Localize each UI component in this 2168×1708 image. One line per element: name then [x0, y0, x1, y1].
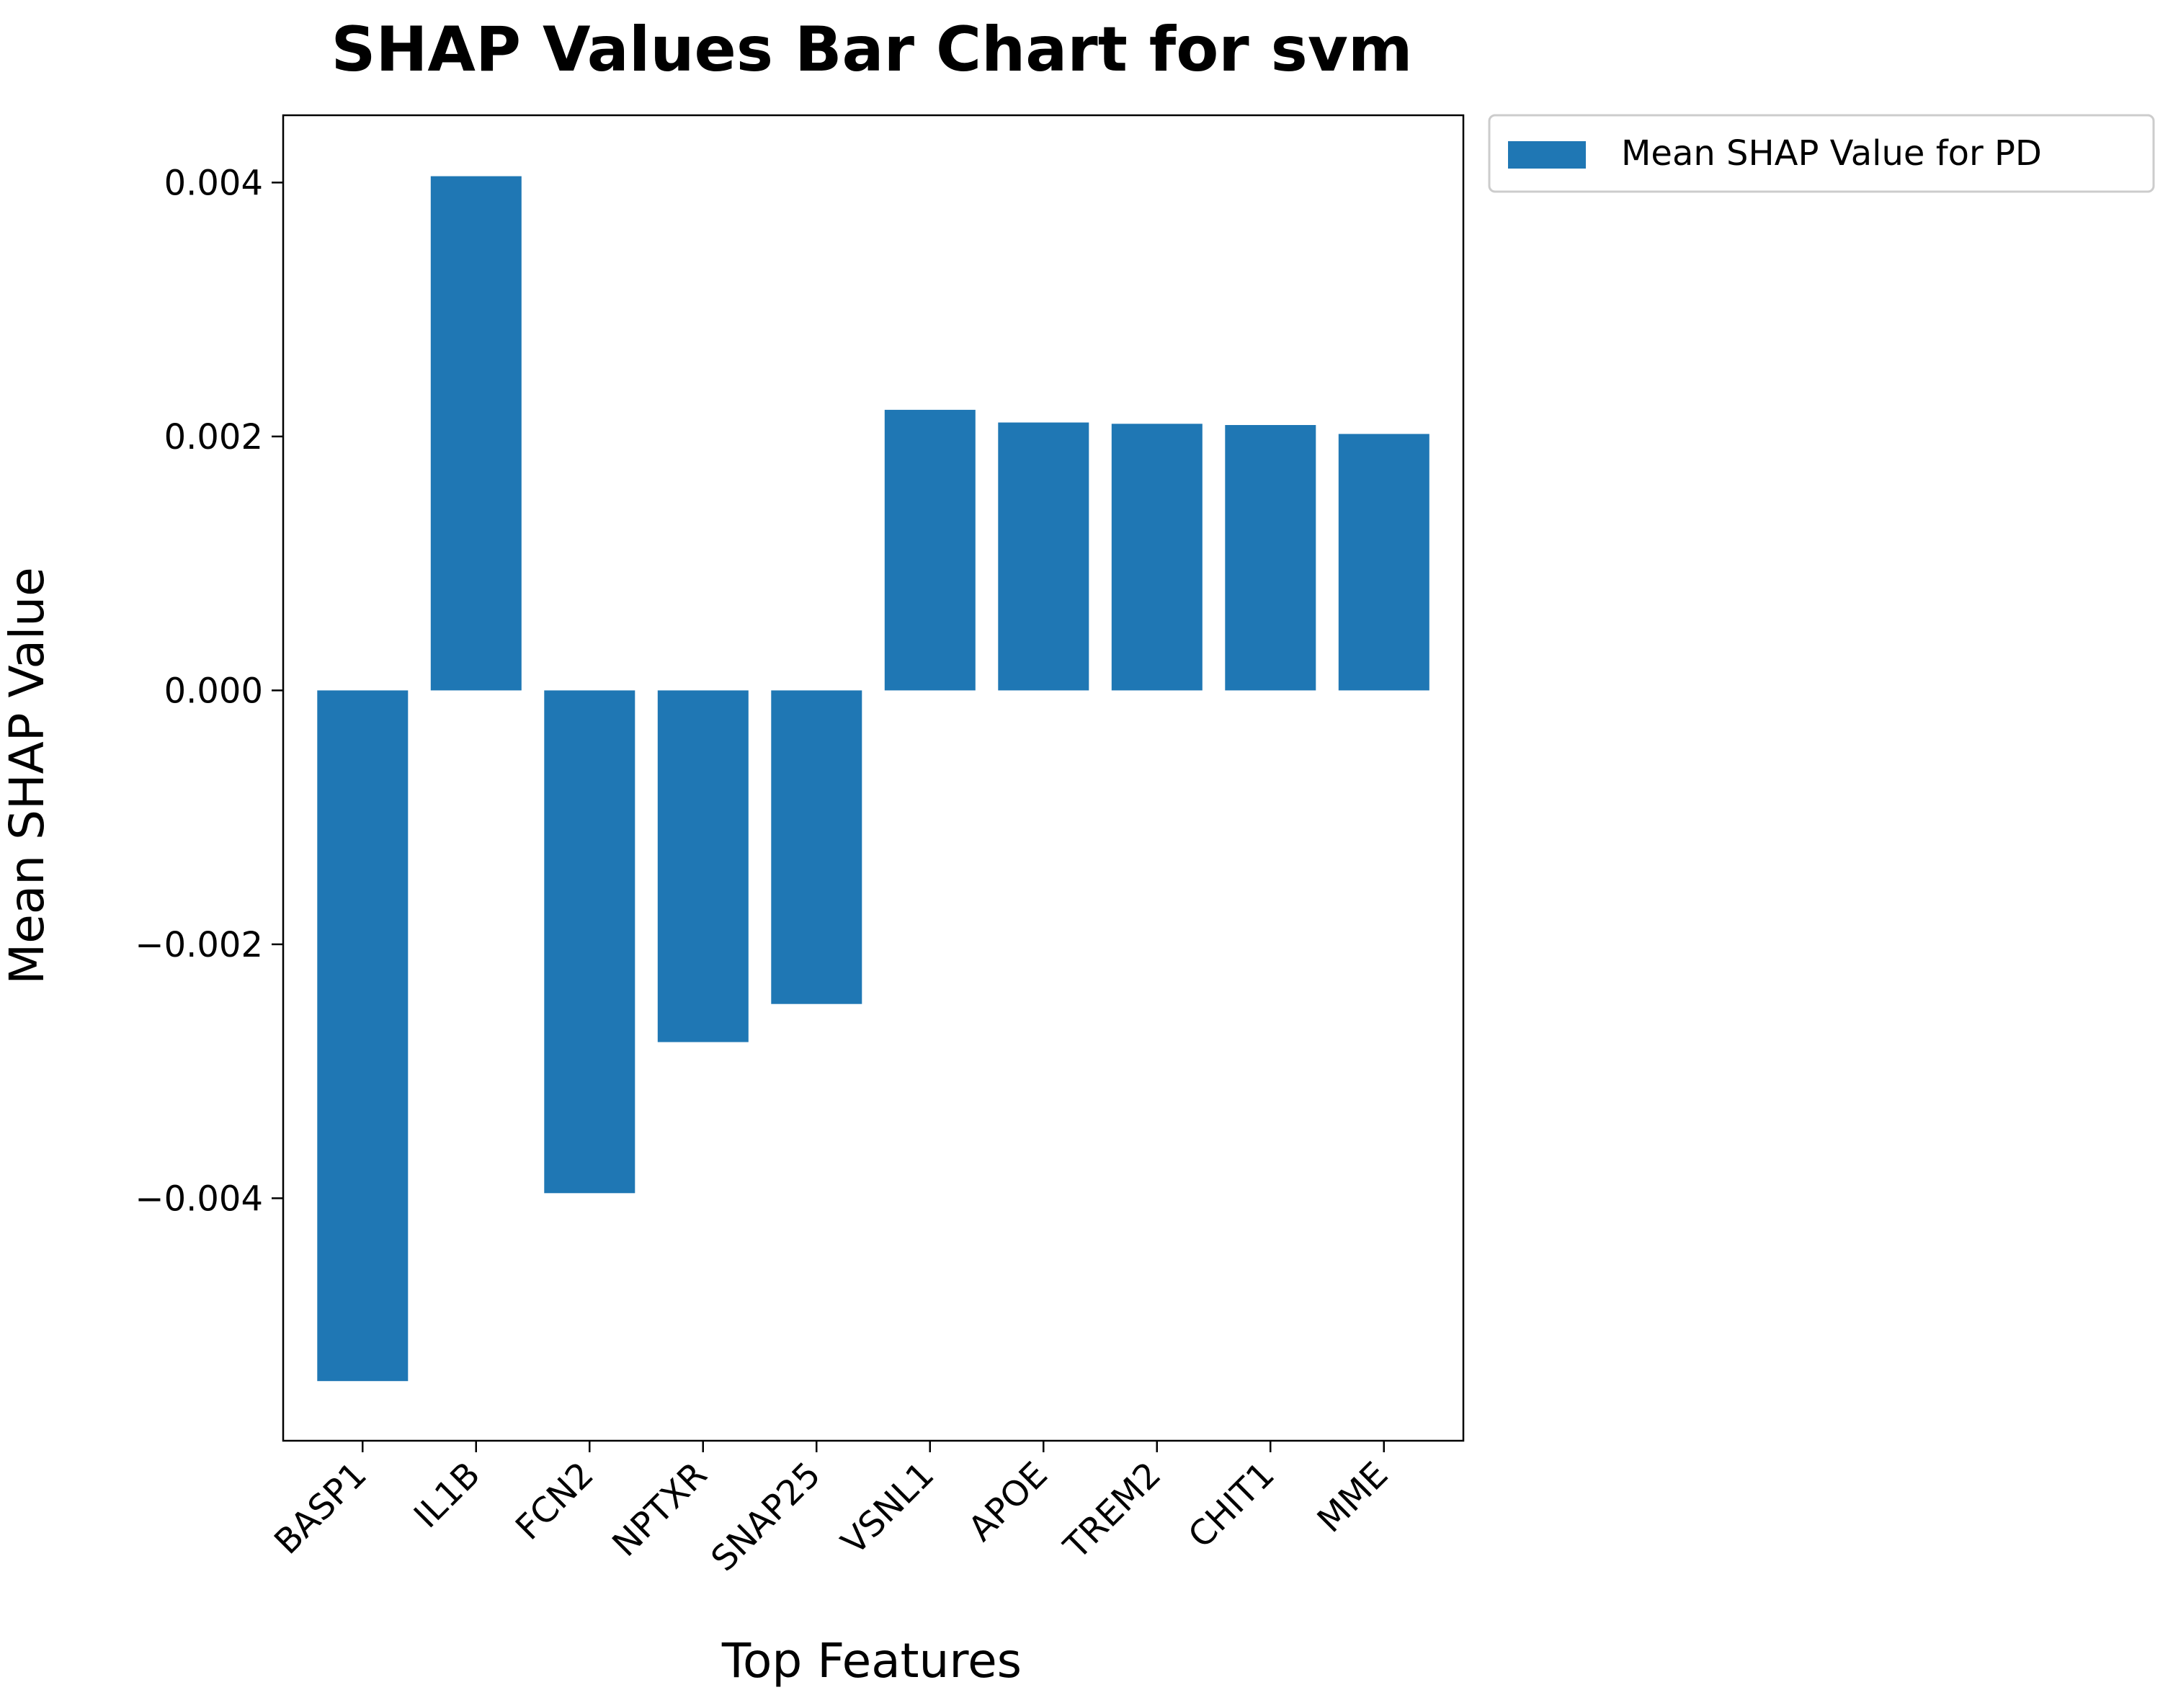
- bar-chit1: [1225, 425, 1316, 691]
- plot-area: −0.004 −0.002 0.000 0.002 0.004 BASP1 IL1B FCN2…: [135, 114, 1465, 1579]
- x-tick-label-snap25: SNAP25: [703, 1454, 828, 1579]
- x-axis-label: Top Features: [721, 1633, 1022, 1689]
- bar-mme: [1338, 434, 1429, 691]
- legend-box: [1488, 114, 2155, 193]
- bar-trem2: [1111, 424, 1203, 691]
- bar-apoe: [998, 422, 1089, 691]
- bar-basp1: [317, 690, 409, 1382]
- x-tick-label-trem2: TREM2: [1056, 1454, 1169, 1568]
- plot-frame: [282, 114, 1465, 1442]
- y-tick-label: −0.004: [135, 1179, 263, 1219]
- y-tick-label: 0.002: [164, 417, 263, 457]
- x-tick-label-mme: MME: [1310, 1454, 1396, 1541]
- x-tick-label-nptxr: NPTXR: [605, 1454, 715, 1565]
- bar-nptxr: [657, 690, 749, 1042]
- x-tick-label-basp1: BASP1: [267, 1454, 375, 1562]
- chart-title: SHAP Values Bar Chart for svm: [331, 14, 1413, 86]
- bar-snap25: [771, 690, 862, 1004]
- x-tick-label-vsnl1: VSNL1: [834, 1454, 942, 1562]
- bar-vsnl1: [884, 409, 976, 691]
- y-tick-label: 0.000: [164, 671, 263, 711]
- y-tick-label: −0.002: [135, 925, 263, 965]
- bar-fcn2: [544, 690, 635, 1194]
- y-axis-label: Mean SHAP Value: [0, 567, 55, 985]
- bar-il1b: [430, 176, 522, 691]
- x-tick-label-apoe: APOE: [960, 1454, 1055, 1549]
- x-tick-label-fcn2: FCN2: [508, 1454, 602, 1548]
- x-tick-label-chit1: CHIT1: [1181, 1454, 1282, 1556]
- y-tick-label: 0.004: [164, 163, 263, 203]
- legend-swatch: [1508, 141, 1586, 169]
- x-tick-label-il1b: IL1B: [406, 1454, 488, 1536]
- legend: Mean SHAP Value for PD: [1488, 114, 2155, 193]
- legend-label: Mean SHAP Value for PD: [1621, 133, 2042, 174]
